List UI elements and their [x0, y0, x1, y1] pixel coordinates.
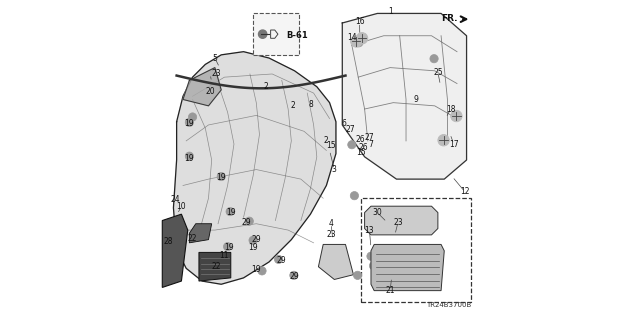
Text: 19: 19: [248, 243, 258, 252]
Circle shape: [438, 134, 449, 146]
Polygon shape: [189, 224, 212, 243]
Circle shape: [217, 172, 225, 181]
Polygon shape: [271, 30, 278, 38]
Text: 17: 17: [449, 140, 459, 148]
Circle shape: [367, 252, 375, 260]
Text: 26: 26: [358, 143, 368, 152]
Polygon shape: [319, 244, 353, 279]
Text: 30: 30: [372, 208, 382, 217]
Polygon shape: [199, 252, 231, 281]
Text: 2: 2: [264, 82, 268, 91]
Circle shape: [185, 118, 193, 126]
Text: 8: 8: [308, 100, 313, 109]
Text: 27: 27: [346, 125, 355, 134]
Text: TR24B3700B: TR24B3700B: [426, 302, 471, 308]
Text: 22: 22: [188, 234, 197, 243]
Circle shape: [451, 110, 462, 122]
Text: 18: 18: [446, 105, 456, 114]
Circle shape: [275, 255, 283, 264]
Text: 16: 16: [355, 17, 365, 26]
Text: 20: 20: [205, 87, 215, 96]
FancyBboxPatch shape: [253, 13, 300, 55]
Text: B-61: B-61: [287, 31, 308, 40]
Text: 5: 5: [212, 53, 218, 62]
Text: 15: 15: [356, 148, 366, 156]
Text: 19: 19: [252, 265, 261, 275]
Text: 26: 26: [355, 135, 365, 144]
Text: 23: 23: [212, 69, 221, 78]
Text: 19: 19: [184, 154, 194, 163]
Text: 28: 28: [164, 237, 173, 246]
Circle shape: [245, 217, 253, 225]
Polygon shape: [173, 52, 336, 284]
Circle shape: [356, 33, 368, 44]
Polygon shape: [183, 68, 221, 106]
Circle shape: [290, 271, 298, 279]
Text: 2: 2: [291, 101, 295, 110]
Text: 3: 3: [332, 165, 337, 174]
Circle shape: [351, 36, 362, 47]
Text: 11: 11: [220, 251, 229, 260]
Circle shape: [369, 262, 378, 270]
Text: 10: 10: [177, 202, 186, 211]
Text: 19: 19: [226, 208, 236, 217]
Text: 19: 19: [225, 243, 234, 252]
Text: FR.: FR.: [441, 14, 458, 23]
Text: 29: 29: [290, 272, 300, 281]
Polygon shape: [163, 214, 188, 287]
Text: 23: 23: [393, 218, 403, 227]
Polygon shape: [365, 206, 438, 235]
Text: 2: 2: [324, 136, 329, 145]
Text: 15: 15: [326, 141, 336, 150]
Text: 27: 27: [365, 133, 374, 142]
Polygon shape: [342, 13, 467, 179]
Circle shape: [223, 243, 232, 251]
Text: 19: 19: [216, 173, 226, 182]
Circle shape: [353, 271, 362, 279]
Text: 1: 1: [388, 7, 392, 16]
Text: 29: 29: [277, 256, 287, 265]
Circle shape: [258, 267, 266, 275]
Text: 12: 12: [460, 188, 470, 196]
Polygon shape: [371, 244, 444, 291]
Circle shape: [350, 192, 358, 200]
Text: 21: 21: [385, 286, 395, 295]
Text: 13: 13: [365, 226, 374, 235]
Text: 24: 24: [170, 195, 180, 204]
Text: 22: 22: [212, 262, 221, 271]
Text: 19: 19: [184, 119, 194, 128]
Circle shape: [226, 207, 234, 216]
Circle shape: [355, 39, 363, 47]
Text: 29: 29: [252, 235, 261, 244]
Text: 9: 9: [413, 95, 418, 104]
Text: 4: 4: [329, 219, 333, 228]
Text: 6: 6: [342, 119, 346, 128]
Circle shape: [188, 113, 196, 121]
Circle shape: [185, 152, 193, 160]
Text: 7: 7: [369, 140, 373, 148]
Text: 23: 23: [326, 230, 336, 239]
Circle shape: [259, 30, 267, 38]
Circle shape: [348, 140, 356, 149]
Text: 14: 14: [347, 33, 356, 42]
Text: 29: 29: [242, 218, 252, 227]
Circle shape: [249, 236, 257, 244]
Circle shape: [430, 54, 438, 63]
Text: 25: 25: [433, 68, 443, 77]
